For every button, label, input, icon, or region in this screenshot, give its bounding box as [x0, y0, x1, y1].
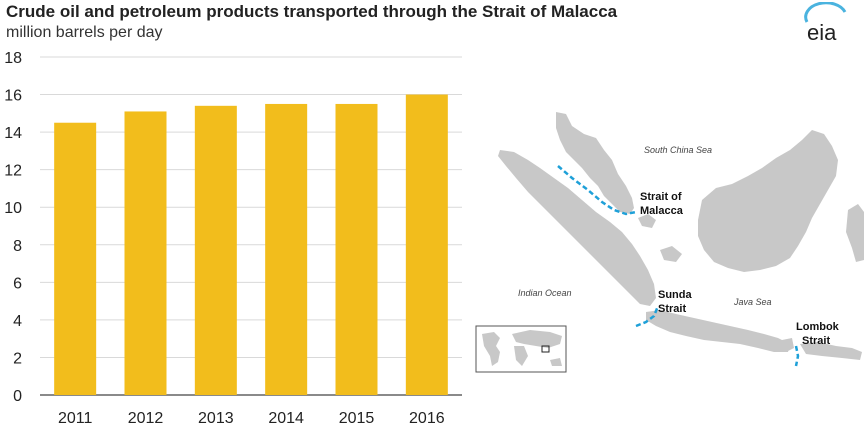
sunda-strait-line — [635, 305, 660, 328]
y-tick-label: 14 — [4, 125, 22, 142]
sea-label-south-china-sea: South China Sea — [644, 145, 712, 155]
malacca-strait-line — [557, 165, 637, 216]
x-tick-label: 2015 — [339, 410, 375, 427]
eia-logo-text: eia — [807, 20, 837, 45]
eia-logo-arc — [804, 2, 847, 23]
map-land-sumatra — [498, 150, 656, 306]
map-land-bali — [782, 338, 794, 352]
map-land-nusa-tenggara — [800, 342, 862, 360]
sea-label-java-sea: Java Sea — [733, 297, 772, 307]
chart-subtitle: million barrels per day — [6, 24, 163, 41]
map-land-malay-peninsula — [556, 112, 634, 214]
y-tick-label: 16 — [4, 88, 22, 105]
x-tick-label: 2013 — [198, 410, 234, 427]
label-malacca-line1: Strait of — [640, 191, 682, 203]
y-tick-label: 6 — [13, 275, 22, 292]
x-tick-labels: 2011 2012 2013 2014 2015 2016 — [58, 410, 445, 427]
y-tick-label: 4 — [13, 313, 22, 330]
label-malacca-line2: Malacca — [640, 205, 684, 217]
label-lombok-line1: Lombok — [796, 321, 840, 333]
label-sunda-line2: Strait — [658, 303, 686, 315]
x-tick-label: 2012 — [128, 410, 164, 427]
inset-land-eurasia — [512, 330, 562, 348]
y-tick-labels: 0 2 4 6 8 10 12 14 16 18 — [4, 50, 22, 405]
y-tick-label: 12 — [4, 163, 22, 180]
label-sunda-line1: Sunda — [658, 289, 692, 301]
map-land-java — [646, 310, 790, 352]
map-land-sulawesi — [846, 204, 864, 262]
map-land-borneo — [698, 130, 838, 272]
y-tick-label: 8 — [13, 238, 22, 255]
bar-2016 — [405, 94, 448, 396]
bar-2014 — [265, 103, 308, 395]
bar-2011 — [54, 122, 97, 395]
bar-2015 — [335, 103, 378, 395]
inset-highlight-box — [541, 345, 550, 353]
map-land-bangka — [660, 246, 682, 262]
lombok-strait-line — [794, 345, 800, 367]
x-tick-label: 2014 — [268, 410, 304, 427]
y-tick-label: 2 — [13, 350, 22, 367]
chart-title: Crude oil and petroleum products transpo… — [6, 2, 618, 21]
inset-land-africa — [514, 346, 528, 366]
inset-land-americas — [482, 332, 500, 366]
label-lombok-line2: Strait — [802, 335, 830, 347]
x-tick-label: 2011 — [58, 410, 93, 427]
gridlines — [40, 56, 462, 396]
bar-2013 — [194, 105, 237, 396]
sea-label-indian-ocean: Indian Ocean — [518, 288, 572, 298]
eia-logo: eia — [804, 2, 847, 45]
inset-land-australia — [550, 358, 562, 366]
y-tick-label: 0 — [13, 388, 22, 405]
bars — [54, 94, 448, 396]
map-land-riau-islands — [638, 214, 656, 228]
world-inset-map — [475, 325, 567, 373]
bar-2012 — [124, 111, 167, 395]
y-tick-label: 10 — [4, 200, 22, 217]
y-tick-label: 18 — [4, 50, 22, 67]
x-tick-label: 2016 — [409, 410, 445, 427]
